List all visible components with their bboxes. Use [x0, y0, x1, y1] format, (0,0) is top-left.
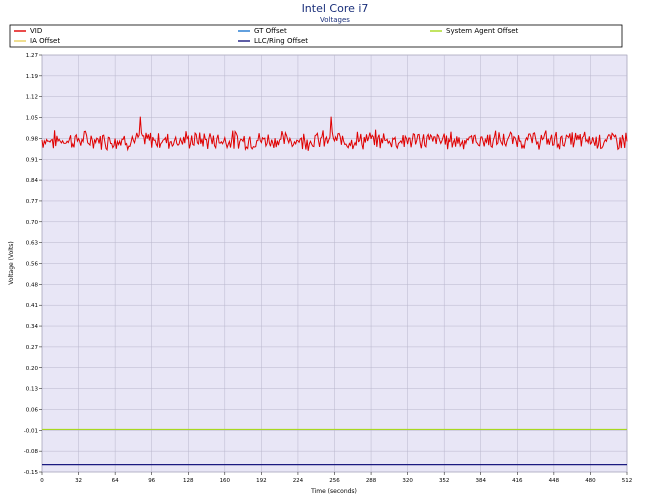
y-tick-label: 0.63 — [26, 241, 39, 247]
y-tick-label: 0.98 — [26, 136, 39, 142]
y-tick-label: 0.34 — [26, 324, 39, 330]
x-tick-label: 64 — [112, 478, 119, 484]
chart-subtitle: Voltages — [320, 16, 350, 24]
y-axis-label: Voltage (Volts) — [8, 241, 15, 285]
legend-label: IA Offset — [30, 37, 60, 45]
x-tick-label: 512 — [622, 478, 633, 484]
y-tick-label: 0.70 — [26, 220, 39, 226]
y-tick-label: 0.91 — [26, 157, 38, 163]
legend-label: VID — [30, 27, 42, 35]
y-tick-label: 1.19 — [26, 74, 39, 80]
y-tick-label: 1.27 — [26, 53, 39, 59]
x-axis: 0 32 64 96 128 160 192 224 256 288 320 352 384 416 448… — [40, 472, 632, 484]
chart-title: Intel Core i7 — [302, 2, 369, 15]
y-tick-label: 0.06 — [26, 407, 39, 413]
x-tick-label: 224 — [293, 478, 304, 484]
y-axis: 1.27 1.19 1.12 1.05 0.98 0.91 0.84 0.77 0.70 0.63… — [24, 53, 42, 476]
y-tick-label: 0.77 — [26, 199, 39, 205]
y-tick-label: 0.56 — [26, 262, 39, 268]
x-tick-label: 384 — [476, 478, 487, 484]
legend-box — [9, 24, 623, 48]
x-tick-label: 128 — [183, 478, 194, 484]
x-tick-label: 0 — [40, 478, 44, 484]
x-tick-label: 416 — [512, 478, 523, 484]
grid — [41, 54, 628, 473]
series-layer — [41, 116, 628, 466]
x-tick-label: 320 — [402, 478, 413, 484]
x-tick-label: 480 — [585, 478, 596, 484]
y-tick-label: 0.41 — [26, 303, 38, 309]
x-tick-label: 352 — [439, 478, 450, 484]
legend-label: GT Offset — [254, 27, 287, 35]
x-tick-label: 96 — [148, 478, 155, 484]
legend: VID GT Offset System Agent Offset IA Offset… — [14, 27, 519, 45]
y-tick-label: 0.48 — [26, 282, 39, 288]
y-tick-label: -0.15 — [24, 470, 39, 476]
x-axis-label: Time (seconds) — [310, 488, 357, 495]
x-tick-label: 448 — [549, 478, 560, 484]
y-tick-label: -0.01 — [24, 428, 38, 434]
y-tick-label: 0.27 — [26, 345, 39, 351]
x-tick-label: 32 — [75, 478, 82, 484]
legend-label: LLC/Ring Offset — [254, 37, 308, 45]
y-tick-label: 0.20 — [26, 366, 39, 372]
y-tick-label: -0.08 — [24, 449, 39, 455]
x-tick-label: 160 — [220, 478, 231, 484]
x-tick-label: 288 — [366, 478, 377, 484]
y-tick-label: 0.84 — [26, 178, 39, 184]
y-tick-label: 0.13 — [26, 387, 39, 393]
y-tick-label: 1.05 — [26, 116, 39, 122]
legend-label: System Agent Offset — [446, 27, 519, 35]
x-tick-label: 256 — [329, 478, 340, 484]
series-line-vid — [41, 116, 628, 152]
y-tick-label: 1.12 — [26, 95, 38, 101]
x-tick-label: 192 — [256, 478, 267, 484]
